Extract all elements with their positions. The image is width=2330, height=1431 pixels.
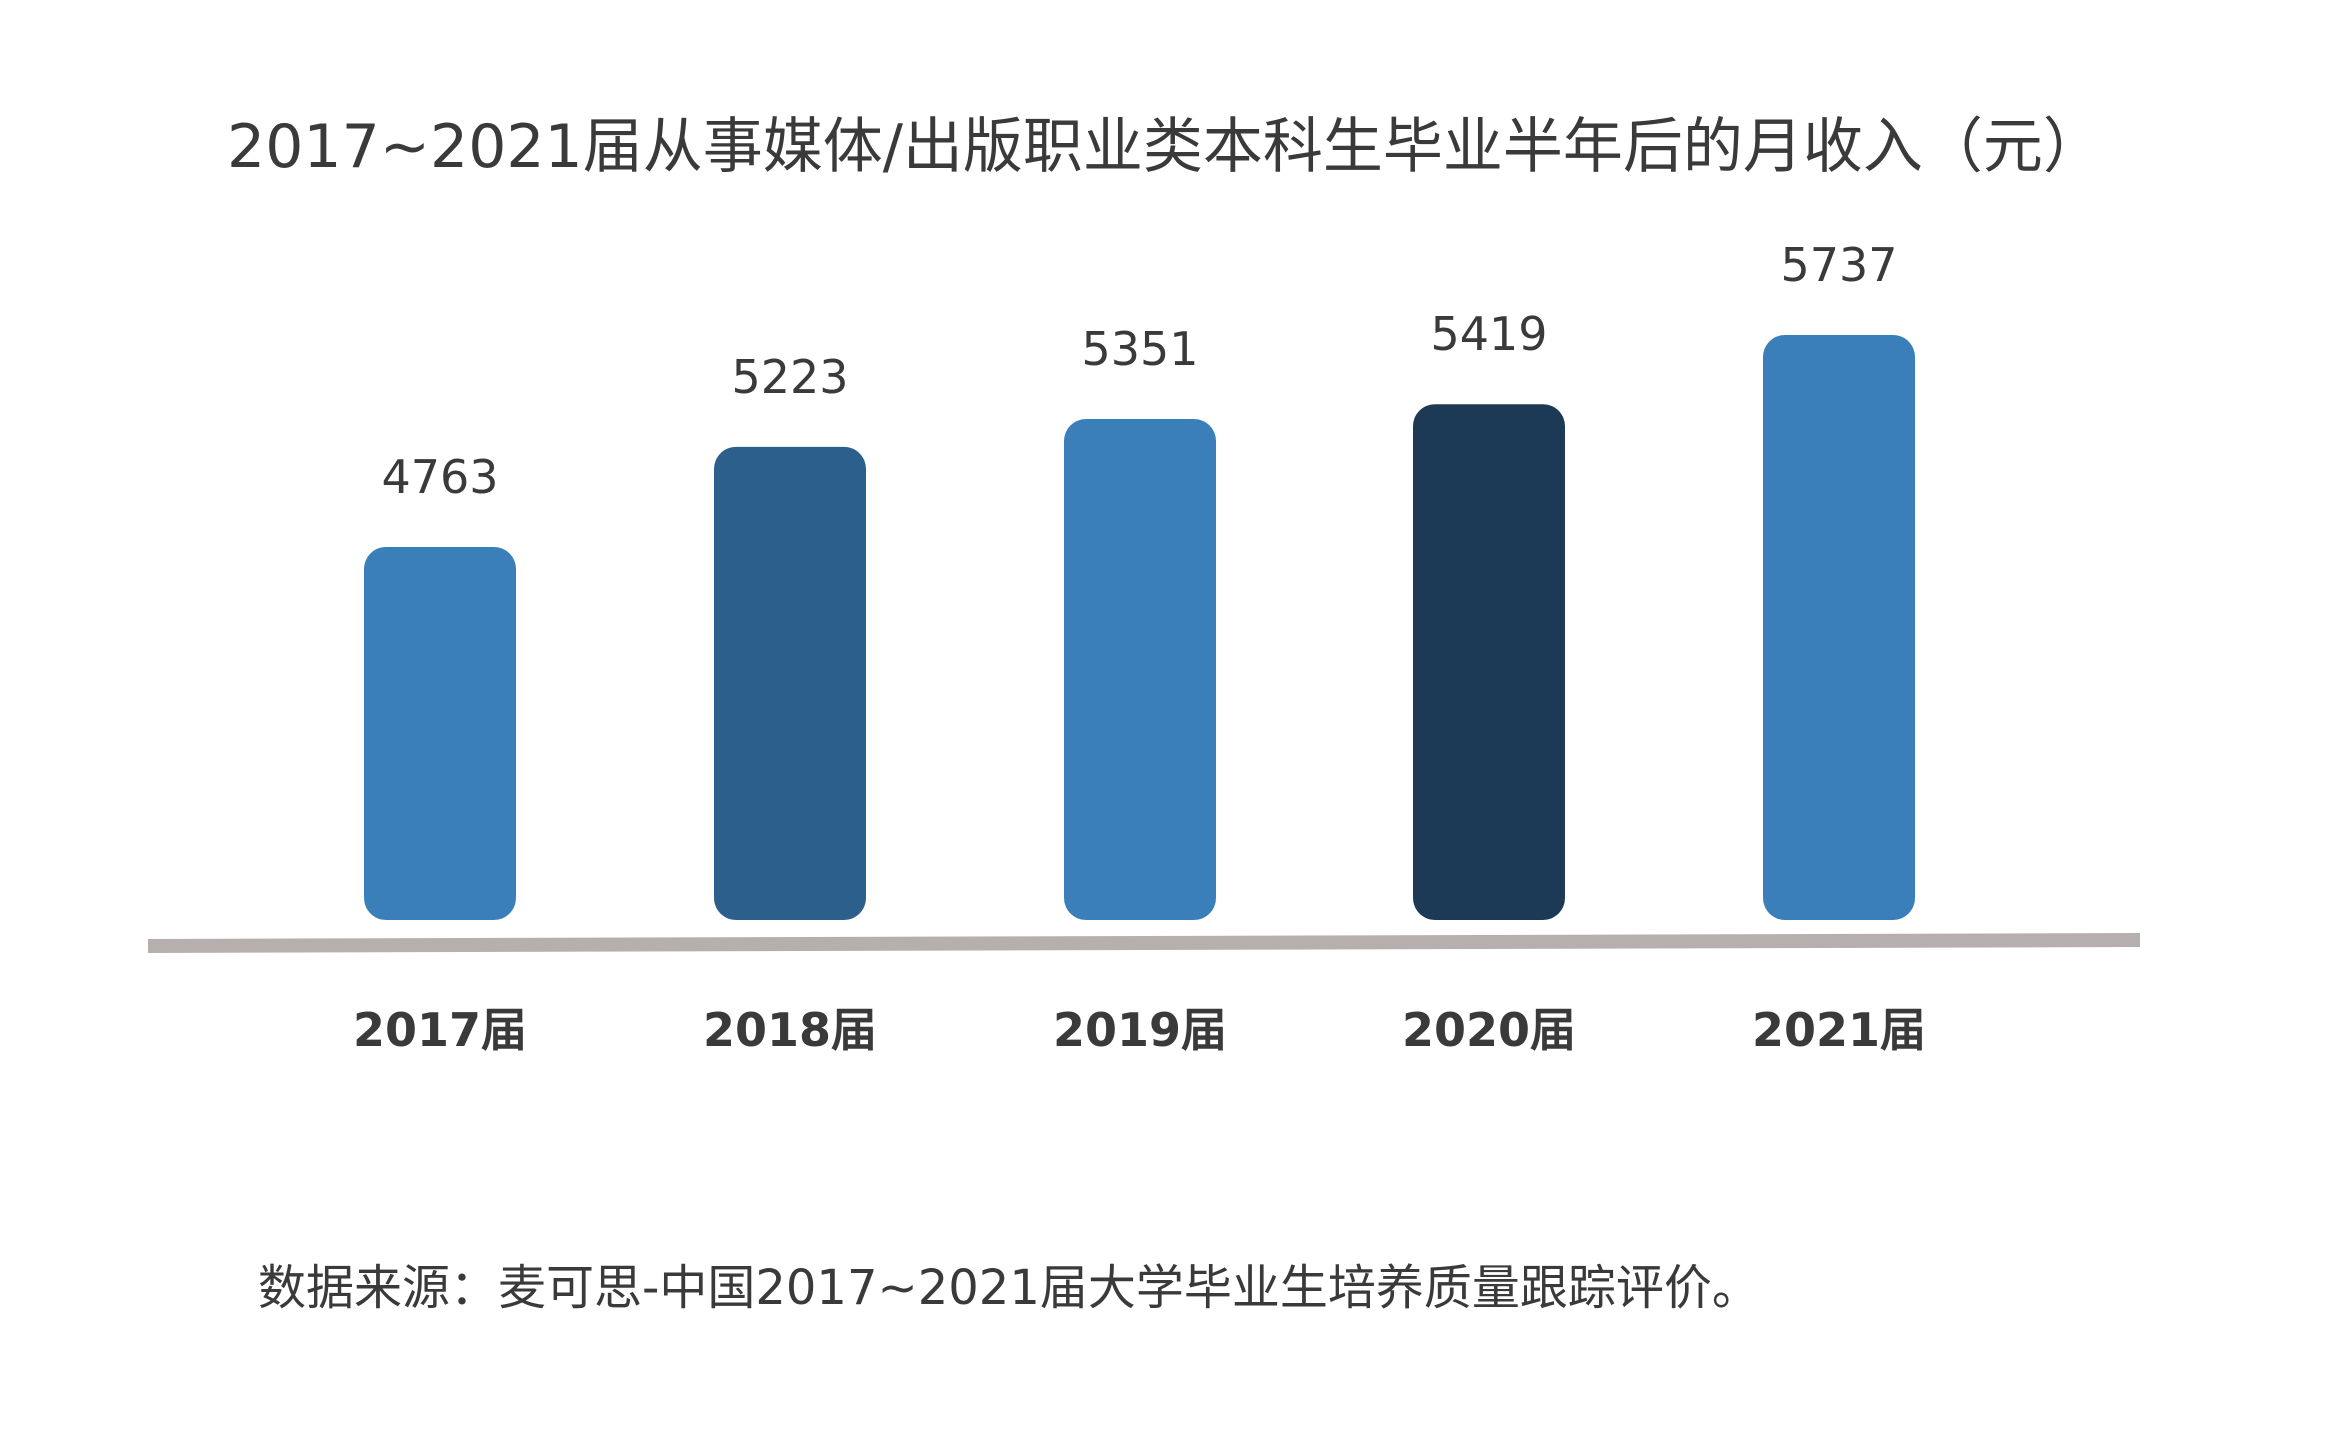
bar-2020届 xyxy=(1413,404,1565,921)
data-label: 4763 xyxy=(381,450,498,504)
bar-2019届 xyxy=(1064,419,1216,920)
x-tick-label: 2017届 xyxy=(353,1003,527,1057)
bar-2017届 xyxy=(364,547,516,920)
bars-layer xyxy=(364,335,1915,921)
data-labels-layer: 4763 5223 5351 5419 5737 xyxy=(381,238,1897,504)
bar-2021届 xyxy=(1763,335,1915,920)
source-note: 数据来源：麦可思-中国2017~2021届大学毕业生培养质量跟踪评价。 xyxy=(258,1260,1760,1316)
x-tick-label: 2018届 xyxy=(703,1003,877,1057)
data-label: 5737 xyxy=(1780,238,1897,292)
bar-2018届 xyxy=(714,446,866,920)
x-tick-label: 2019届 xyxy=(1053,1003,1227,1057)
x-tick-label: 2020届 xyxy=(1402,1003,1576,1057)
data-label: 5223 xyxy=(731,350,848,404)
data-label: 5351 xyxy=(1081,322,1198,376)
chart-title: 2017~2021届从事媒体/出版职业类本科生毕业半年后的月收入（元） xyxy=(227,112,2103,182)
x-tick-label: 2021届 xyxy=(1752,1003,1926,1057)
x-tick-labels-layer: 2017届 2018届 2019届 2020届 2021届 xyxy=(353,1003,1926,1057)
x-axis-line xyxy=(147,933,2141,953)
data-label: 5419 xyxy=(1430,307,1547,361)
